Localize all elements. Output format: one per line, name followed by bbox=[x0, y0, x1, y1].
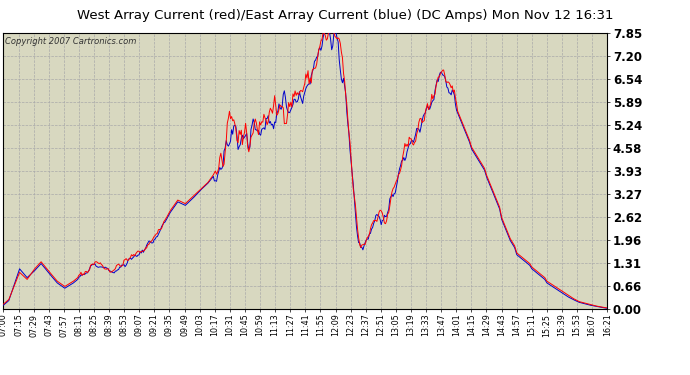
Text: Copyright 2007 Cartronics.com: Copyright 2007 Cartronics.com bbox=[6, 37, 137, 46]
Text: West Array Current (red)/East Array Current (blue) (DC Amps) Mon Nov 12 16:31: West Array Current (red)/East Array Curr… bbox=[77, 9, 613, 22]
